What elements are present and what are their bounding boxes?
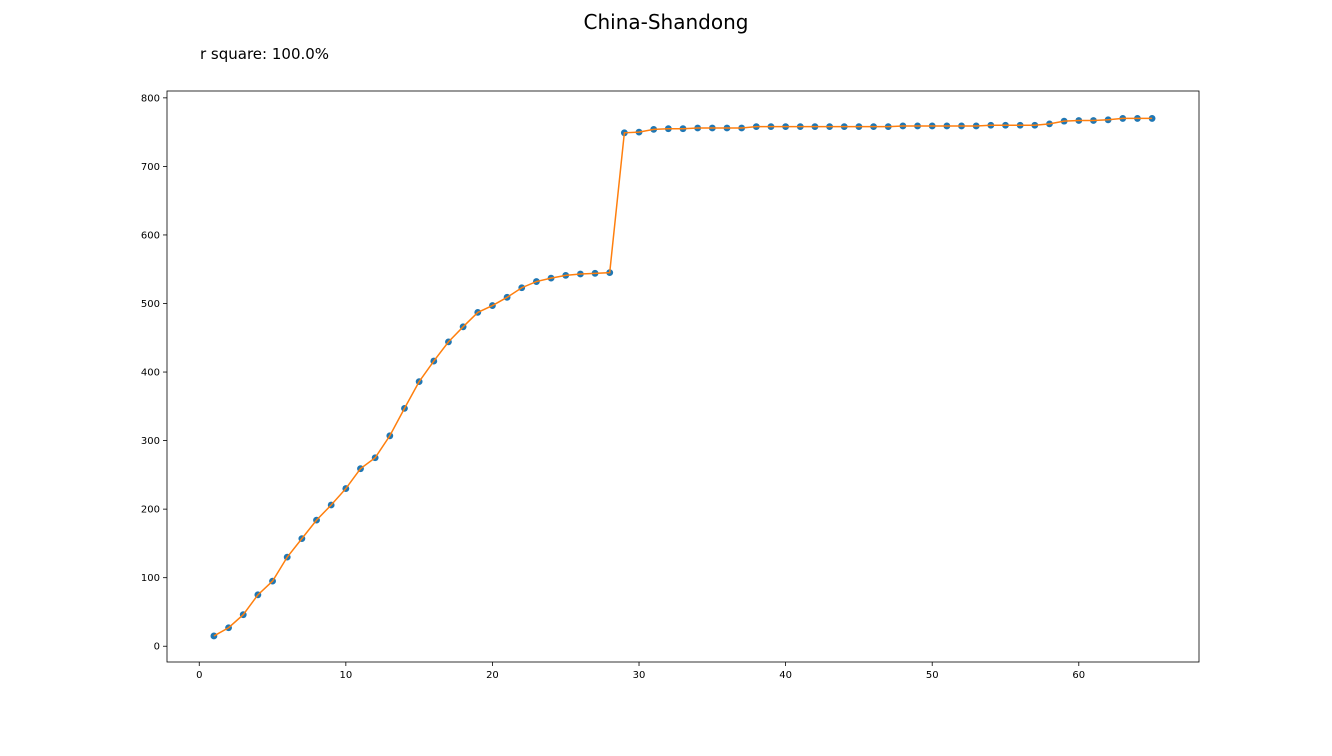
y-tick-label: 400 bbox=[141, 368, 160, 379]
y-tick-label: 100 bbox=[141, 573, 160, 584]
x-tick-label: 40 bbox=[779, 670, 792, 681]
x-tick-label: 30 bbox=[633, 670, 646, 681]
y-tick-label: 600 bbox=[141, 230, 160, 241]
plot-frame bbox=[166, 90, 1200, 663]
x-tick-label: 50 bbox=[926, 670, 939, 681]
r-square-annotation: r square: 100.0% bbox=[200, 45, 330, 63]
y-tick-label: 700 bbox=[141, 162, 160, 173]
x-tick-label: 0 bbox=[196, 670, 202, 681]
y-tick-label: 800 bbox=[141, 93, 160, 104]
x-tick-label: 20 bbox=[486, 670, 499, 681]
data-point bbox=[210, 632, 218, 640]
y-tick-label: 200 bbox=[141, 505, 160, 516]
x-tick-label: 10 bbox=[339, 670, 352, 681]
x-tick-label: 60 bbox=[1072, 670, 1085, 681]
chart-title: China-Shandong bbox=[583, 10, 749, 34]
y-tick-label: 300 bbox=[141, 436, 160, 447]
y-tick-label: 500 bbox=[141, 299, 160, 310]
y-tick-label: 0 bbox=[154, 642, 160, 653]
fit-line bbox=[213, 117, 1153, 637]
data-point bbox=[1148, 115, 1156, 122]
